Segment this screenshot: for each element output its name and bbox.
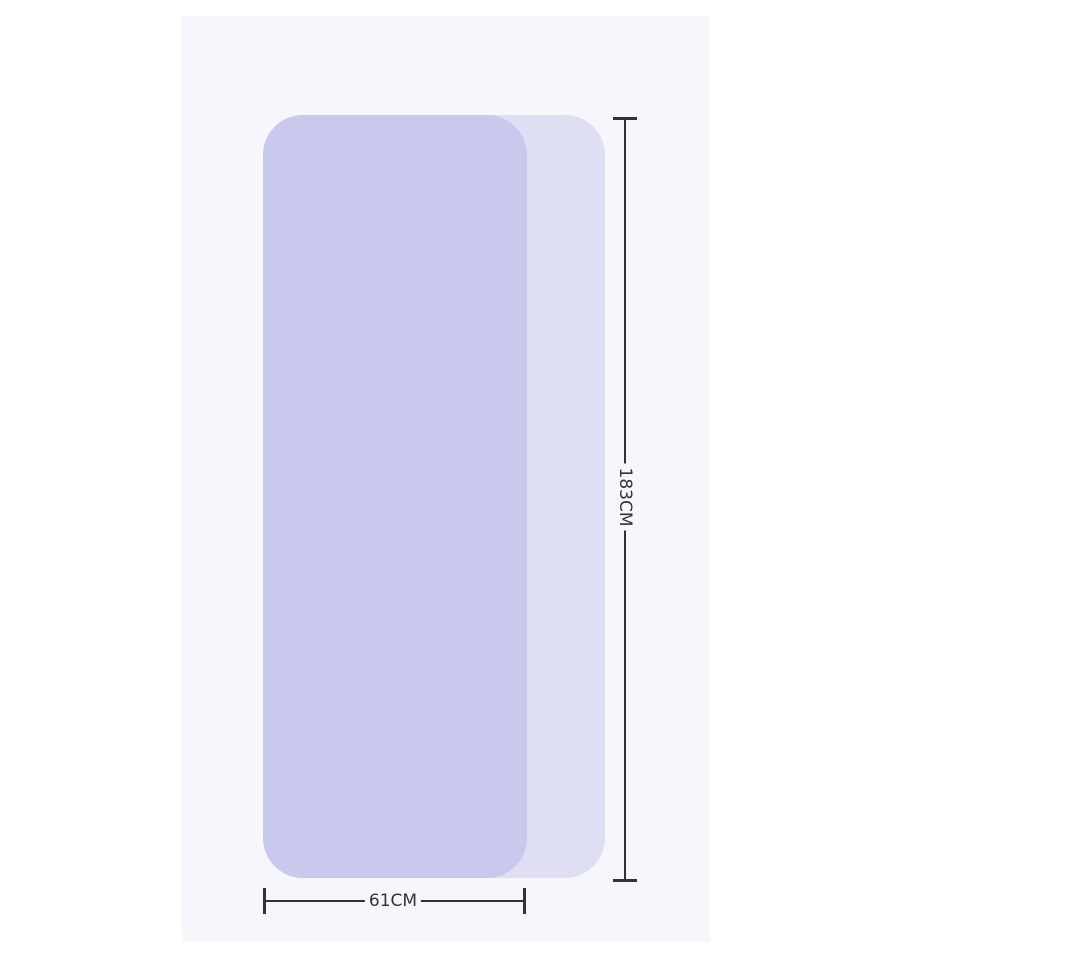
length-label: 183CM — [615, 463, 635, 531]
width-label: 61CM — [364, 891, 422, 911]
length-dimension-cap-top — [613, 117, 637, 120]
width-dimension-cap-right — [523, 888, 526, 914]
width-dimension-cap-left — [263, 888, 266, 914]
yoga-mat-front-layer — [263, 115, 527, 878]
length-dimension-cap-bottom — [613, 879, 637, 882]
